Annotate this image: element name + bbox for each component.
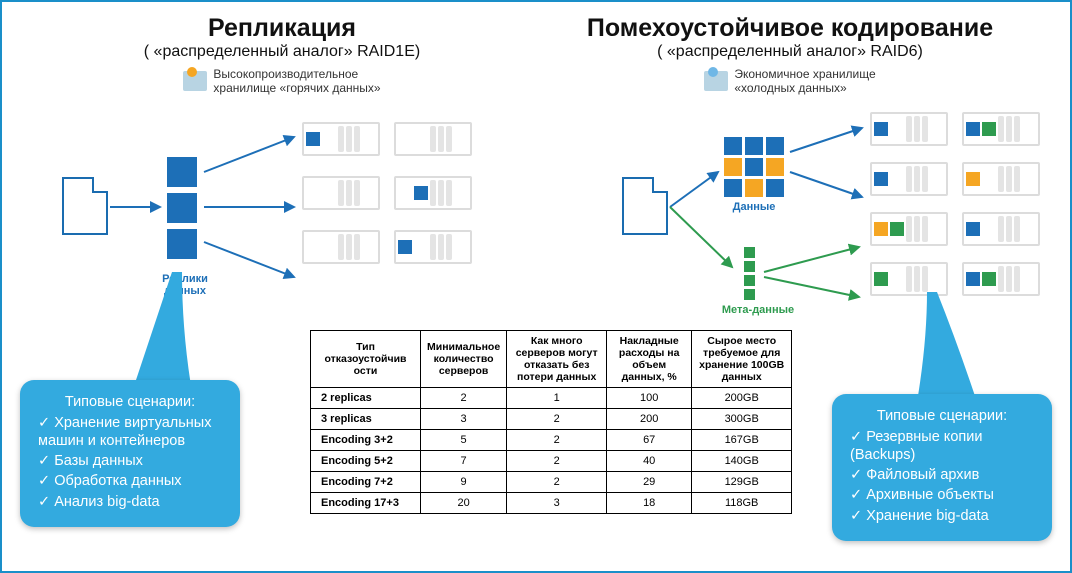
callout-list: Хранение виртуальных машин и контейнеров… <box>38 414 222 511</box>
server <box>962 112 1040 146</box>
server <box>870 262 948 296</box>
left-subtitle: ( «распределенный аналог» RAID1E) <box>32 43 532 61</box>
replica-stack <box>167 157 197 259</box>
callout-title: Типовые сценарии: <box>850 408 1034 424</box>
cold-storage-icon <box>704 71 728 91</box>
table-row: Encoding 5+27240140GB <box>311 451 792 472</box>
diagram-frame: Репликация ( «распределенный аналог» RAI… <box>0 0 1072 573</box>
callout-list: Резервные копии (Backups) Файловый архив… <box>850 428 1034 525</box>
server <box>302 176 380 210</box>
right-storage-note: Экономичное хранилище «холодных данных» <box>704 67 875 95</box>
table-header-row: Тип отказоустойчив ости Минимальное коли… <box>311 331 792 388</box>
left-title: Репликация <box>32 14 532 43</box>
data-grid: Данные <box>724 137 784 213</box>
server-grid <box>302 122 472 264</box>
arrow-icon <box>110 167 165 247</box>
left-callout: Типовые сценарии: Хранение виртуальных м… <box>20 380 240 527</box>
server <box>394 176 472 210</box>
right-section: Помехоустойчивое кодирование ( «распреде… <box>540 14 1040 96</box>
table-row: Encoding 17+320318118GB <box>311 493 792 514</box>
server <box>962 262 1040 296</box>
server <box>962 212 1040 246</box>
server <box>870 162 948 196</box>
server <box>302 230 380 264</box>
table-row: 3 replicas32200300GB <box>311 409 792 430</box>
server <box>962 162 1040 196</box>
hot-storage-icon <box>183 71 207 91</box>
server <box>394 230 472 264</box>
server <box>394 122 472 156</box>
replication-diagram: Реплики данных <box>32 107 512 317</box>
table-row: Encoding 7+29229129GB <box>311 472 792 493</box>
file-icon <box>62 177 108 235</box>
callout-title: Типовые сценарии: <box>38 394 222 410</box>
left-storage-note: Высокопроизводительное хранилище «горячи… <box>183 67 380 95</box>
server <box>870 112 948 146</box>
arrows-data-fanout <box>790 122 870 222</box>
table-row: 2 replicas21100200GB <box>311 388 792 409</box>
server <box>302 122 380 156</box>
left-section: Репликация ( «распределенный аналог» RAI… <box>32 14 532 96</box>
right-title: Помехоустойчивое кодирование <box>540 14 1040 43</box>
arrows-split <box>670 162 725 272</box>
server <box>870 212 948 246</box>
data-label: Данные <box>724 201 784 213</box>
right-callout: Типовые сценарии: Резервные копии (Backu… <box>832 394 1052 541</box>
server-grid <box>870 112 1040 296</box>
erasure-coding-diagram: Данные Мета-данные <box>612 107 1062 327</box>
table-row: Encoding 3+25267167GB <box>311 430 792 451</box>
file-icon <box>622 177 668 235</box>
right-subtitle: ( «распределенный аналог» RAID6) <box>540 43 1040 61</box>
comparison-table: Тип отказоустойчив ости Минимальное коли… <box>310 330 792 514</box>
arrows-meta-fanout <box>764 237 864 307</box>
